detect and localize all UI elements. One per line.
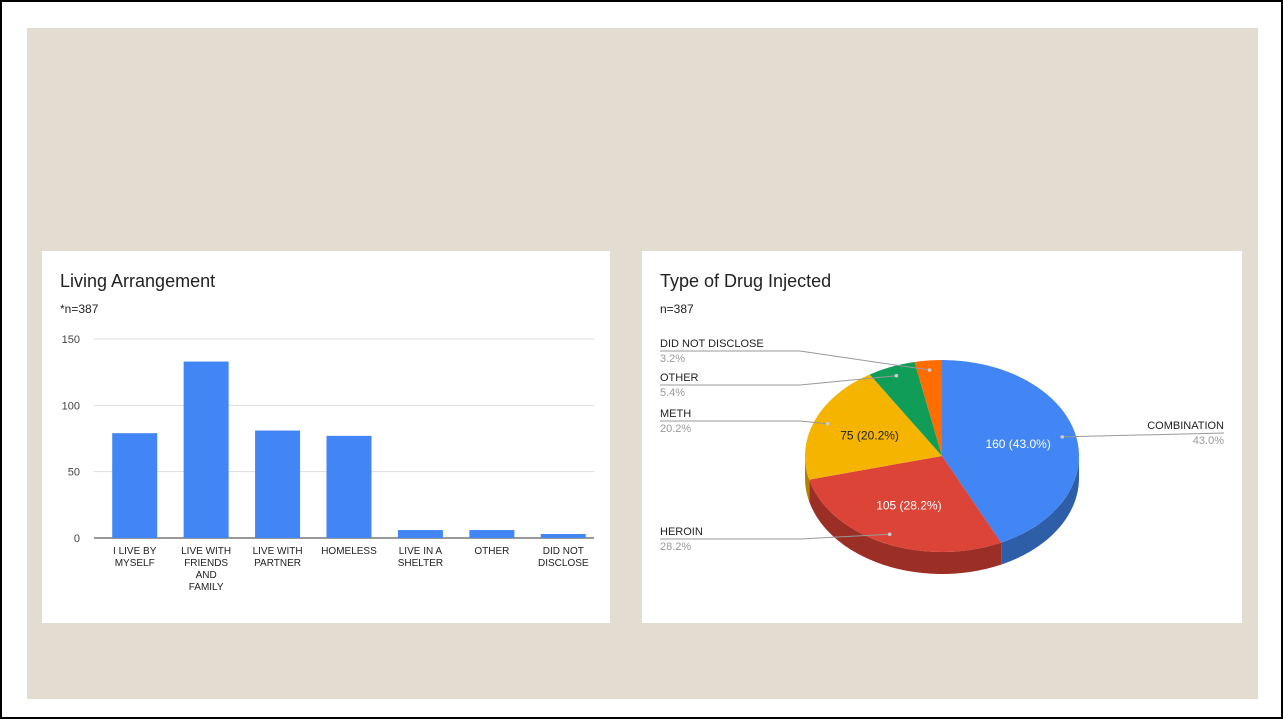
bar-chart-subtitle: *n=387 — [60, 302, 99, 316]
pie-slice-side — [1001, 456, 1079, 565]
bar — [540, 534, 586, 538]
drug-type-card: Type of Drug Injected n=387 160 (43.0%) 1… — [642, 251, 1242, 623]
y-tick-label: 100 — [62, 400, 80, 412]
y-tick-label: 50 — [68, 467, 80, 479]
pie-legend-percent: 43.0% — [1193, 435, 1224, 447]
pie-leader-line — [799, 350, 930, 371]
bar — [469, 530, 515, 538]
bar-chart: 0 50 100 150 I LIVE BY MYSELF LIVE WITH FRIENDS… — [62, 334, 594, 593]
pie-leader-dot — [825, 421, 830, 426]
bar — [183, 361, 229, 538]
pie-slice — [942, 360, 1079, 543]
pie-chart-title: Type of Drug Injected — [660, 271, 832, 291]
pie-chart-subtitle: n=387 — [660, 302, 694, 316]
pie-leader-line — [799, 375, 897, 386]
pie-leader-dot — [927, 368, 932, 372]
bar-chart-title: Living Arrangement — [60, 271, 216, 291]
pie-legend-percent: 28.2% — [660, 541, 691, 553]
pie-slice — [914, 360, 942, 456]
x-tick-label: LIVE WITH FRIENDS AND FAMILY — [181, 546, 231, 593]
pie-slice-value-label: 105 (28.2%) — [876, 499, 941, 513]
pie-leader-dot — [1060, 435, 1065, 439]
pie-legend-label: DID NOT DISCLOSE — [660, 338, 764, 350]
x-tick-label: DID NOT DISCLOSE — [538, 546, 589, 569]
y-tick-label: 150 — [62, 334, 80, 346]
pie-slice — [809, 456, 1002, 552]
bar — [255, 430, 301, 538]
living-arrangement-card: Living Arrangement *n=387 0 50 100 150 I LIV… — [42, 251, 610, 623]
bar — [397, 530, 443, 538]
pie-legend-percent: 20.2% — [660, 423, 691, 435]
pie-legend-label: HEROIN — [660, 526, 703, 538]
pie-slice-side — [805, 456, 810, 502]
pie-slice — [869, 361, 942, 456]
pie-slice-side — [809, 479, 1002, 574]
pie-slice-value-label: 75 (20.2%) — [840, 429, 899, 443]
x-tick-label: LIVE IN A SHELTER — [398, 546, 443, 569]
bar — [326, 435, 372, 538]
pie-leader-line — [1062, 432, 1225, 438]
x-tick-label: LIVE WITH PARTNER — [253, 546, 303, 569]
bar — [112, 433, 158, 538]
pie-legend-label: OTHER — [660, 372, 699, 384]
y-tick-label: 0 — [74, 533, 80, 545]
pie-slice — [805, 374, 942, 480]
pie-legend-percent: 5.4% — [660, 387, 685, 399]
pie-legend-label: COMBINATION — [1147, 420, 1224, 432]
pie-chart: 160 (43.0%) 105 (28.2%) 75 (20.2%) COMBINAT… — [660, 338, 1225, 574]
x-tick-label: I LIVE BY MYSELF — [113, 546, 157, 569]
pie-legend-label: METH — [660, 408, 691, 420]
x-tick-label: OTHER — [474, 546, 509, 557]
pie-leader-line — [799, 533, 890, 540]
x-tick-label: HOMELESS — [321, 546, 377, 557]
pie-leader-line — [799, 420, 828, 425]
pie-legend-percent: 3.2% — [660, 353, 685, 365]
pie-leader-dot — [894, 373, 899, 378]
pie-slice-value-label: 160 (43.0%) — [985, 437, 1050, 451]
pie-leader-dot — [887, 532, 892, 537]
